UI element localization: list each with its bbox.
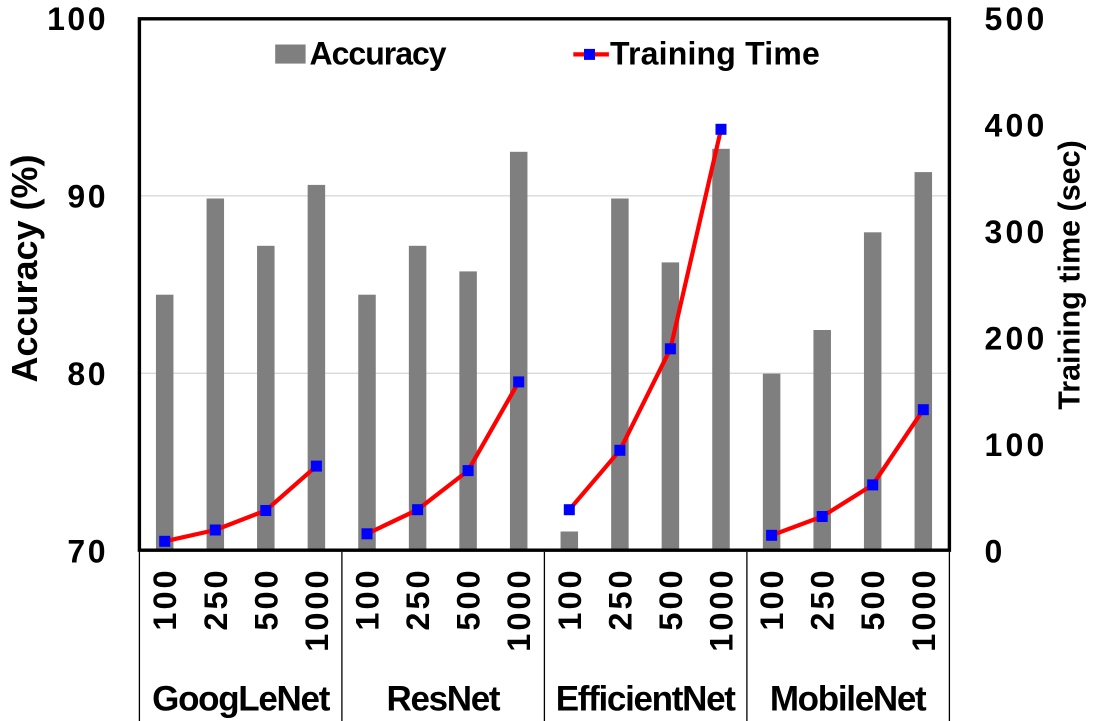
svg-text:500: 500 — [855, 567, 891, 630]
svg-text:80: 80 — [67, 356, 108, 392]
svg-text:500: 500 — [451, 567, 487, 630]
svg-text:ResNet: ResNet — [386, 680, 500, 719]
svg-text:EfficientNet: EfficientNet — [556, 680, 737, 719]
svg-text:200: 200 — [985, 321, 1048, 357]
svg-text:300: 300 — [985, 214, 1048, 250]
svg-text:250: 250 — [400, 567, 436, 630]
svg-text:250: 250 — [602, 567, 638, 630]
svg-text:GoogLeNet: GoogLeNet — [152, 680, 331, 719]
svg-text:100: 100 — [985, 427, 1048, 463]
svg-text:250: 250 — [198, 567, 234, 630]
svg-text:250: 250 — [805, 567, 841, 630]
svg-text:500: 500 — [653, 567, 689, 630]
svg-text:Accuracy (%): Accuracy (%) — [4, 154, 45, 382]
svg-text:Training time (sec): Training time (sec) — [1053, 140, 1087, 409]
svg-text:100: 100 — [147, 567, 183, 630]
svg-text:1000: 1000 — [501, 567, 537, 651]
svg-text:MobileNet: MobileNet — [770, 680, 927, 719]
svg-text:500: 500 — [248, 567, 284, 630]
svg-text:1000: 1000 — [906, 567, 942, 651]
svg-text:100: 100 — [47, 1, 108, 37]
svg-text:400: 400 — [985, 108, 1048, 144]
svg-text:1000: 1000 — [299, 567, 335, 651]
svg-text:1000: 1000 — [704, 567, 740, 651]
svg-text:100: 100 — [552, 567, 588, 630]
svg-text:500: 500 — [985, 1, 1048, 37]
svg-text:Accuracy: Accuracy — [310, 36, 447, 72]
svg-text:70: 70 — [67, 534, 108, 570]
svg-text:100: 100 — [350, 567, 386, 630]
svg-text:0: 0 — [985, 534, 1006, 570]
svg-text:90: 90 — [67, 179, 108, 215]
svg-text:100: 100 — [754, 567, 790, 630]
svg-text:Training Time: Training Time — [610, 36, 820, 72]
